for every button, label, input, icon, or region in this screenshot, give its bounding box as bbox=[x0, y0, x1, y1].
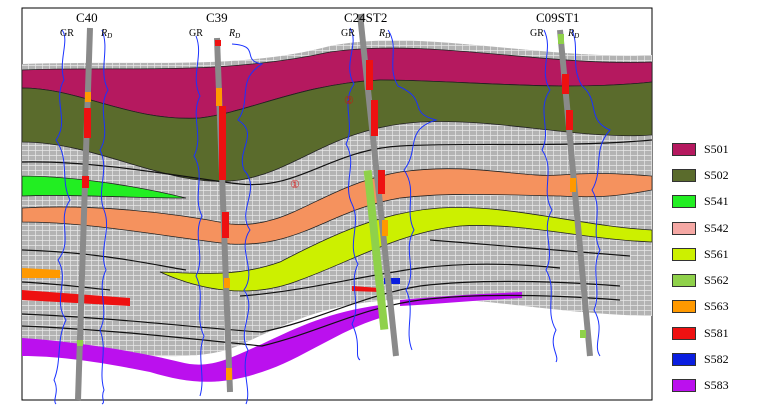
legend-swatch bbox=[672, 274, 696, 288]
well-zone-s581 bbox=[82, 176, 89, 188]
legend-item-s563: S563 bbox=[672, 294, 752, 320]
well-zone-s581 bbox=[566, 110, 573, 130]
legend-label: S562 bbox=[704, 273, 729, 288]
legend-label: S583 bbox=[704, 378, 729, 393]
well-zone-s581 bbox=[222, 212, 229, 238]
well-zone-s581 bbox=[562, 74, 569, 94]
legend-label: S502 bbox=[704, 167, 729, 182]
well-zone-s563 bbox=[85, 92, 91, 102]
legend-label: S581 bbox=[704, 325, 729, 340]
well-zone-s563 bbox=[382, 220, 388, 236]
legend-label: S542 bbox=[704, 220, 729, 235]
well-zone-s563 bbox=[216, 88, 222, 106]
legend-label: S582 bbox=[704, 352, 729, 367]
well-zone-s562 bbox=[580, 330, 586, 338]
well-zone-s563 bbox=[224, 278, 230, 288]
layer-s581-east bbox=[352, 286, 380, 292]
legend-label: S501 bbox=[704, 141, 729, 156]
layer-s561 bbox=[159, 207, 652, 292]
well-c09st1[interactable] bbox=[541, 29, 611, 363]
legend-swatch bbox=[672, 221, 696, 235]
gr-label: GR bbox=[60, 28, 74, 39]
well-track bbox=[75, 27, 93, 401]
well-name-c24st2: C24ST2 bbox=[344, 10, 387, 25]
gr-log-curve bbox=[193, 35, 205, 397]
marker-1: ① bbox=[290, 179, 300, 191]
well-name-c39: C39 bbox=[206, 10, 228, 25]
legend-item-s581: S581 bbox=[672, 320, 752, 346]
legend-label: S541 bbox=[704, 194, 729, 209]
rd-label: RD bbox=[567, 28, 579, 40]
legend-swatch bbox=[672, 168, 696, 182]
layer-s542 bbox=[22, 168, 652, 245]
legend-item-s562: S562 bbox=[672, 267, 752, 293]
rd-log-curve bbox=[99, 29, 109, 405]
gr-label: GR bbox=[341, 28, 355, 39]
well-zone-s563 bbox=[226, 368, 232, 380]
marker-2: ② bbox=[344, 95, 354, 107]
well-zone-s563 bbox=[570, 178, 576, 192]
legend-label: S563 bbox=[704, 299, 729, 314]
rd-label: RD bbox=[378, 28, 390, 40]
gr-label: GR bbox=[189, 28, 203, 39]
well-zone-s562 bbox=[363, 170, 389, 330]
legend-swatch bbox=[672, 142, 696, 156]
legend-item-s541: S541 bbox=[672, 189, 752, 215]
well-zone-s581 bbox=[84, 108, 91, 138]
rd-label: RD bbox=[100, 28, 112, 40]
well-c39[interactable] bbox=[193, 35, 264, 405]
legend-swatch bbox=[672, 326, 696, 340]
gr-label: GR bbox=[530, 28, 544, 39]
well-zone-s581 bbox=[371, 100, 378, 136]
well-zone-s581 bbox=[215, 40, 221, 46]
legend-swatch bbox=[672, 195, 696, 209]
legend-label: S561 bbox=[704, 246, 729, 261]
rd-log-curve bbox=[387, 29, 438, 351]
well-zone-s562 bbox=[558, 34, 564, 44]
legend-item-s561: S561 bbox=[672, 241, 752, 267]
gr-log-curve bbox=[541, 29, 558, 363]
layer-s583 bbox=[22, 305, 380, 382]
well-zone-s581 bbox=[378, 170, 385, 194]
layer-s502 bbox=[22, 79, 652, 182]
well-c40[interactable] bbox=[53, 27, 109, 405]
legend-item-s502: S502 bbox=[672, 162, 752, 188]
legend-item-s583: S583 bbox=[672, 373, 752, 399]
legend-item-s582: S582 bbox=[672, 346, 752, 372]
legend-swatch bbox=[672, 379, 696, 393]
legend-swatch bbox=[672, 353, 696, 367]
rd-label: RD bbox=[228, 28, 240, 40]
horizon-lines bbox=[22, 139, 652, 347]
rd-log-curve bbox=[231, 43, 264, 405]
rd-log-curve bbox=[571, 29, 611, 357]
well-name-c09st1: C09ST1 bbox=[536, 10, 579, 25]
legend: S501 S502 S541 S542 S561 S562 S563 S581 … bbox=[672, 136, 752, 399]
gr-log-curve bbox=[345, 27, 361, 361]
legend-swatch bbox=[672, 247, 696, 261]
well-name-c40: C40 bbox=[76, 10, 98, 25]
well-zone-s562 bbox=[77, 340, 83, 346]
well-zone-s581 bbox=[366, 60, 373, 90]
legend-item-s501: S501 bbox=[672, 136, 752, 162]
legend-item-s542: S542 bbox=[672, 215, 752, 241]
layer-s563-west bbox=[22, 268, 60, 278]
legend-swatch bbox=[672, 300, 696, 314]
well-c24st2[interactable] bbox=[345, 13, 438, 361]
well-zone-s581 bbox=[219, 106, 226, 180]
gr-log-curve bbox=[53, 29, 71, 405]
